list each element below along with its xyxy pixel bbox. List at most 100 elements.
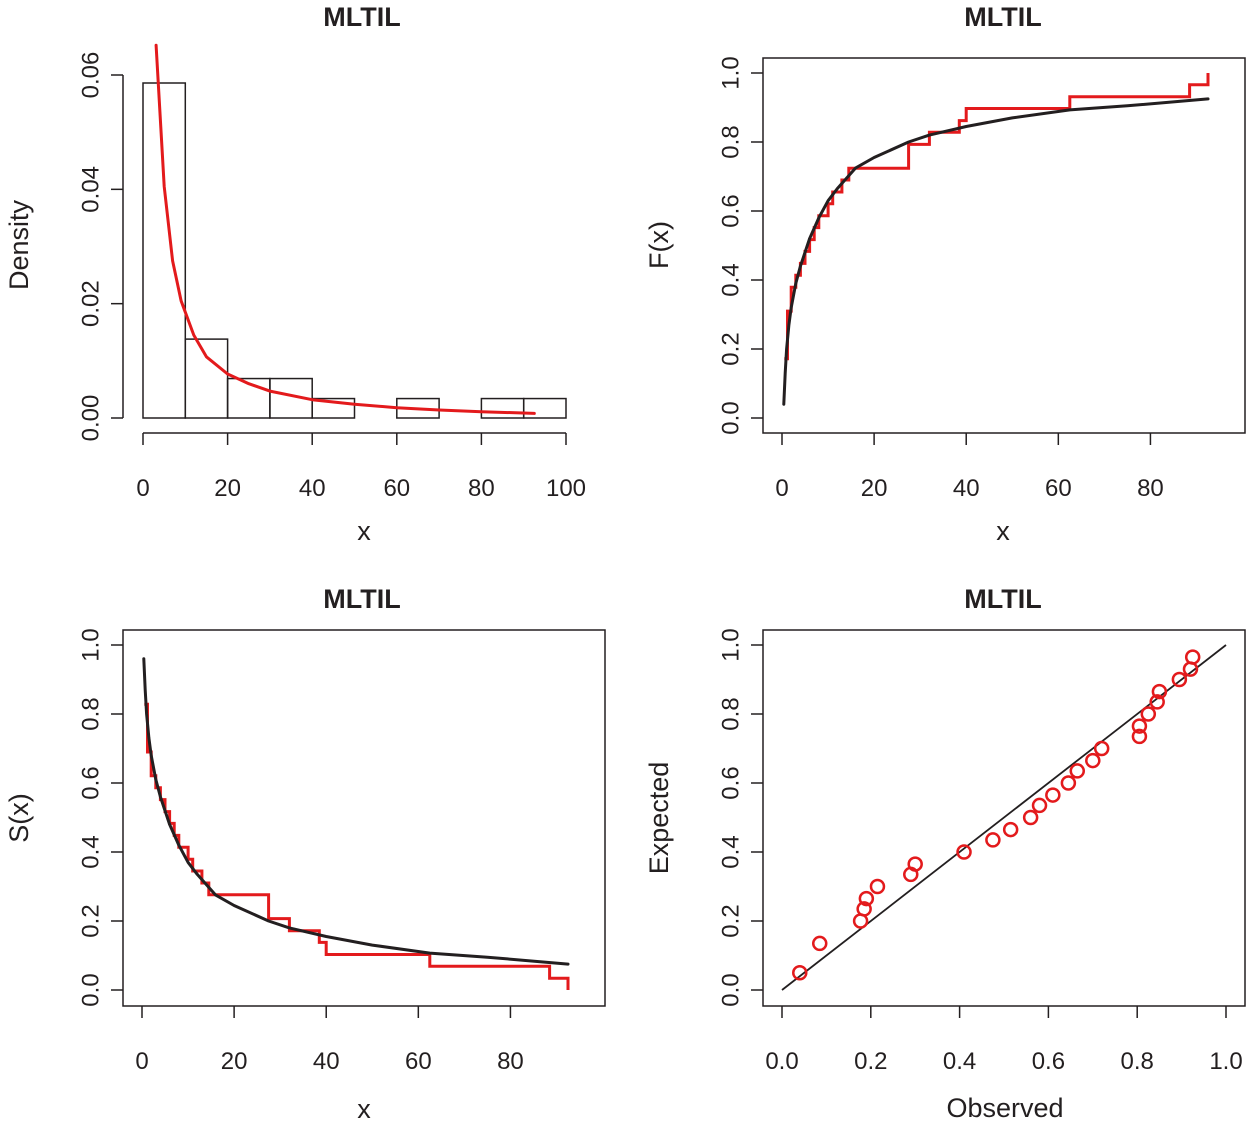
histogram-xlabel: x	[357, 516, 371, 546]
pp-y-tick-label: 0.6	[717, 766, 744, 799]
pp-point	[1131, 718, 1148, 734]
cdf-y-tick-label: 0.0	[717, 401, 744, 434]
pp-y-axis: 0.0 0.2 0.4 0.6 0.8 1.0	[717, 628, 763, 1007]
histogram-bar	[142, 82, 187, 419]
pp-point	[856, 901, 872, 917]
pp-x-tick-label: 0.6	[1032, 1048, 1065, 1075]
fitted-cdf-line	[782, 97, 1210, 406]
pp-point	[1069, 763, 1086, 779]
pp-point	[1184, 649, 1201, 665]
pp-point	[1031, 797, 1048, 814]
histogram-x-tick-label: 60	[383, 475, 410, 502]
pp-point	[956, 844, 972, 860]
pp-y-tick-label: 0.4	[717, 835, 744, 868]
cdf-x-tick-label: 20	[861, 475, 888, 502]
survival-y-tick-label: 0.6	[77, 766, 104, 799]
histogram-y-tick-label: 0.00	[77, 395, 104, 442]
survival-title: MLTIL	[323, 584, 400, 614]
cdf-x-tick-label: 60	[1045, 475, 1072, 502]
pp-x-tick-label: 0.2	[854, 1048, 887, 1075]
survival-x-tick-label: 20	[221, 1048, 248, 1075]
histogram-y-tick-label: 0.02	[77, 280, 104, 327]
histogram-x-tick-label: 20	[214, 475, 241, 502]
pp-point	[907, 856, 923, 872]
survival-y-tick-label: 1.0	[77, 628, 104, 661]
histogram-y-tick-label: 0.06	[77, 52, 104, 99]
pp-point	[858, 890, 875, 907]
cdf-x-tick-label: 40	[953, 475, 980, 502]
pp-y-tick-label: 1.0	[717, 628, 744, 661]
pp-x-tick-label: 0.8	[1121, 1048, 1154, 1075]
pp-point	[1085, 752, 1101, 769]
histogram-bars	[142, 82, 567, 419]
pp-point	[985, 832, 1001, 848]
pp-x-tick-label: 1.0	[1209, 1048, 1242, 1075]
histogram-y-axis: 0.00 0.02 0.04 0.06	[77, 52, 124, 442]
cdf-title: MLTIL	[964, 2, 1041, 32]
survival-y-tick-label: 0.8	[77, 697, 104, 730]
histogram-x-tick-label: 80	[468, 475, 495, 502]
pp-point	[792, 965, 808, 981]
pp-plot-frame	[762, 629, 1246, 1007]
histogram-x-axis: 0 20 40 60 80 100	[136, 432, 586, 502]
cdf-y-tick-label: 0.4	[717, 263, 744, 296]
survival-ylabel: S(x)	[4, 793, 34, 843]
pp-point	[1022, 809, 1039, 826]
empirical-survival-line	[144, 702, 570, 990]
cdf-plot-frame	[762, 57, 1246, 434]
histogram-bar	[311, 397, 356, 419]
cdf-xlabel: x	[996, 516, 1010, 546]
cdf-y-tick-label: 0.6	[717, 194, 744, 227]
survival-x-tick-label: 0	[135, 1048, 148, 1075]
histogram-y-tick-label: 0.04	[77, 166, 104, 213]
survival-series	[142, 657, 570, 990]
pp-point	[1171, 671, 1188, 688]
pp-point	[1002, 821, 1019, 838]
histogram-x-tick-label: 40	[299, 475, 326, 502]
pp-ylabel: Expected	[644, 762, 674, 875]
fitted-survival-line	[142, 657, 570, 966]
pp-point	[1149, 694, 1165, 710]
cdf-x-tick-label: 0	[775, 475, 788, 502]
pp-point	[1140, 706, 1157, 722]
pp-x-tick-label: 0.0	[765, 1048, 798, 1075]
pp-point	[1060, 775, 1077, 791]
pp-x-axis: 0.0 0.2 0.4 0.6 0.8 1.0	[765, 1006, 1243, 1075]
panel-histogram: MLTIL x Density 0 20 40 60 80 100 0.000.020.0…	[4, 2, 586, 546]
pp-reference-line	[781, 644, 1227, 991]
pp-point	[1151, 683, 1168, 700]
cdf-series	[782, 73, 1210, 406]
pp-points	[792, 649, 1201, 981]
fitted-density-curve-group	[154, 43, 536, 415]
survival-plot-frame	[122, 629, 606, 1007]
survival-x-tick-label: 60	[405, 1048, 432, 1075]
cdf-x-tick-label: 80	[1137, 475, 1164, 502]
cdf-y-tick-label: 0.2	[717, 332, 744, 365]
pp-point	[869, 878, 886, 895]
histogram-x-tick-label: 100	[546, 475, 586, 502]
survival-x-tick-label: 40	[313, 1048, 340, 1075]
histogram-bar	[184, 338, 229, 419]
pp-point	[1093, 740, 1110, 757]
cdf-y-tick-label: 1.0	[717, 56, 744, 89]
pp-point	[1131, 728, 1148, 745]
survival-y-axis: 0.0 0.2 0.4 0.6 0.8 1.0	[77, 628, 123, 1007]
survival-y-tick-label: 0.4	[77, 835, 104, 868]
panel-cdf: MLTIL x F(x) 0 20 40 60 80 0.0 0.2 0.4 0.6 0.8 1.…	[644, 2, 1246, 546]
survival-xlabel: x	[357, 1094, 371, 1123]
pp-y-tick-label: 0.0	[717, 973, 744, 1006]
histogram-bar	[480, 397, 525, 419]
pp-reference-line-group	[781, 644, 1227, 991]
histogram-ylabel: Density	[4, 199, 34, 290]
cdf-y-axis: 0.0 0.2 0.4 0.6 0.8 1.0	[717, 56, 763, 435]
histogram-bar	[522, 397, 567, 419]
pp-y-tick-label: 0.2	[717, 904, 744, 937]
pp-title: MLTIL	[964, 584, 1041, 614]
survival-y-tick-label: 0.0	[77, 973, 104, 1006]
cdf-y-tick-label: 0.8	[717, 125, 744, 158]
empirical-cdf-line	[784, 73, 1210, 361]
fitted-density-curve	[154, 43, 536, 415]
pp-point	[1045, 787, 1061, 803]
survival-y-tick-label: 0.2	[77, 904, 104, 937]
